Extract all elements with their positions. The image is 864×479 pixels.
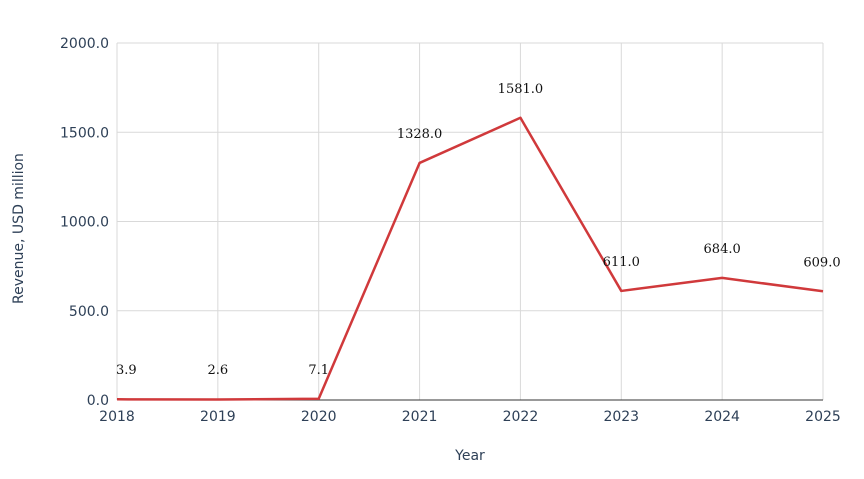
y-tick-label: 1000.0 [60, 215, 109, 231]
x-axis-title: Year [454, 448, 485, 464]
data-label: 1328.0 [397, 127, 443, 142]
data-label: 3.9 [116, 363, 137, 378]
x-tick-label: 2025 [805, 409, 841, 425]
x-tick-label: 2023 [603, 409, 639, 425]
data-label: 2.6 [208, 363, 229, 378]
x-tick-label: 2019 [200, 409, 236, 425]
x-tick-label: 2018 [99, 409, 135, 425]
y-tick-label: 0.0 [87, 393, 109, 409]
y-tick-label: 2000.0 [60, 36, 109, 52]
y-axis-title: Revenue, USD million [11, 153, 27, 304]
data-label: 7.1 [308, 363, 329, 378]
y-tick-label: 1500.0 [60, 125, 109, 141]
x-tick-label: 2022 [503, 409, 539, 425]
x-tick-label: 2024 [704, 409, 740, 425]
series-group [116, 116, 824, 401]
data-label: 1581.0 [498, 82, 544, 97]
y-tick-label: 500.0 [69, 304, 109, 320]
y-axis-ticks: 0.0 500.0 1000.0 1500.0 2000.0 [60, 36, 109, 409]
x-axis-ticks: 2018 2019 2020 2021 2022 2023 2024 2025 [99, 409, 841, 425]
data-label: 609.0 [803, 255, 840, 270]
x-tick-label: 2021 [402, 409, 438, 425]
data-label: 611.0 [603, 255, 640, 270]
grid [116, 42, 824, 400]
data-label: 684.0 [704, 242, 741, 257]
series-line [116, 116, 824, 401]
data-labels: 3.9 2.6 7.1 1328.0 1581.0 611.0 684.0 609.0 [116, 82, 841, 378]
x-tick-label: 2020 [301, 409, 337, 425]
